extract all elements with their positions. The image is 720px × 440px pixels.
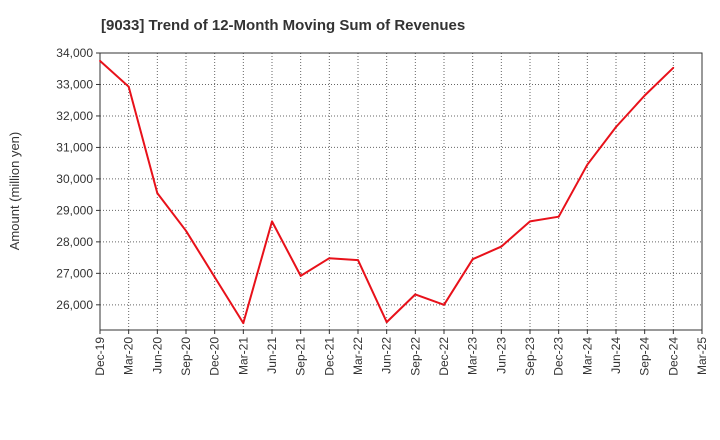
data-point xyxy=(471,258,474,261)
x-tick-label: Jun-23 xyxy=(494,337,508,374)
x-tick-label: Mar-24 xyxy=(580,337,594,375)
data-point xyxy=(213,276,216,279)
data-point xyxy=(299,274,302,277)
x-tick-label: Sep-23 xyxy=(523,337,537,376)
series-layer xyxy=(99,59,675,325)
x-tick-label: Dec-19 xyxy=(93,337,107,376)
y-tick-label: 28,000 xyxy=(56,235,93,249)
data-point xyxy=(385,321,388,324)
x-tick-label: Sep-24 xyxy=(638,337,652,376)
y-axis-ticks: 26,000 27,000 28,000 29,000 30,000 31,000 32,0… xyxy=(56,46,100,312)
data-point xyxy=(156,192,159,194)
x-tick-label: Dec-22 xyxy=(437,337,451,376)
y-tick-label: 33,000 xyxy=(56,77,93,91)
x-tick-label: Jun-21 xyxy=(265,337,279,374)
x-tick-label: Mar-21 xyxy=(236,337,250,375)
x-tick-label: Dec-20 xyxy=(208,337,222,376)
y-tick-label: 29,000 xyxy=(56,203,93,217)
x-tick-label: Jun-20 xyxy=(150,337,164,374)
data-point xyxy=(586,163,589,166)
x-tick-label: Jun-22 xyxy=(380,337,394,374)
x-tick-label: Mar-22 xyxy=(351,337,365,375)
data-point xyxy=(529,220,531,223)
data-point xyxy=(672,66,675,69)
data-point xyxy=(414,293,417,296)
data-point xyxy=(357,259,359,262)
data-point xyxy=(271,220,273,223)
x-tick-label: Mar-25 xyxy=(695,337,709,375)
x-tick-label: Jun-24 xyxy=(609,337,623,374)
y-tick-label: 31,000 xyxy=(56,140,93,154)
data-point xyxy=(500,245,503,248)
y-tick-label: 32,000 xyxy=(56,109,93,123)
data-point xyxy=(643,94,646,97)
data-point xyxy=(127,85,130,88)
x-tick-label: Mar-20 xyxy=(122,337,136,375)
y-tick-label: 30,000 xyxy=(56,172,93,186)
y-tick-label: 34,000 xyxy=(56,46,93,60)
chart-title: [9033] Trend of 12-Month Moving Sum of R… xyxy=(101,17,465,34)
x-axis-ticks: Dec-19 Mar-20 Jun-20 Sep-20 Dec-20 Mar-21 Jun-… xyxy=(93,330,709,376)
y-tick-label: 27,000 xyxy=(56,266,93,280)
data-point xyxy=(185,229,187,232)
data-point xyxy=(328,257,331,260)
x-tick-label: Dec-23 xyxy=(552,337,566,376)
data-point xyxy=(615,126,617,128)
data-point xyxy=(557,215,560,218)
y-tick-label: 26,000 xyxy=(56,298,93,312)
x-tick-label: Sep-20 xyxy=(179,337,193,376)
data-point xyxy=(443,303,445,306)
data-point xyxy=(99,59,101,62)
x-tick-label: Sep-21 xyxy=(294,337,308,376)
y-axis-label: Amount (million yen) xyxy=(7,132,22,251)
x-tick-label: Sep-22 xyxy=(408,337,422,376)
plot-area-frame xyxy=(99,52,703,331)
data-point xyxy=(242,322,245,324)
grid-lines xyxy=(100,53,702,330)
x-tick-label: Mar-23 xyxy=(466,337,480,375)
x-tick-label: Dec-24 xyxy=(666,337,680,376)
x-tick-label: Dec-21 xyxy=(322,337,336,376)
